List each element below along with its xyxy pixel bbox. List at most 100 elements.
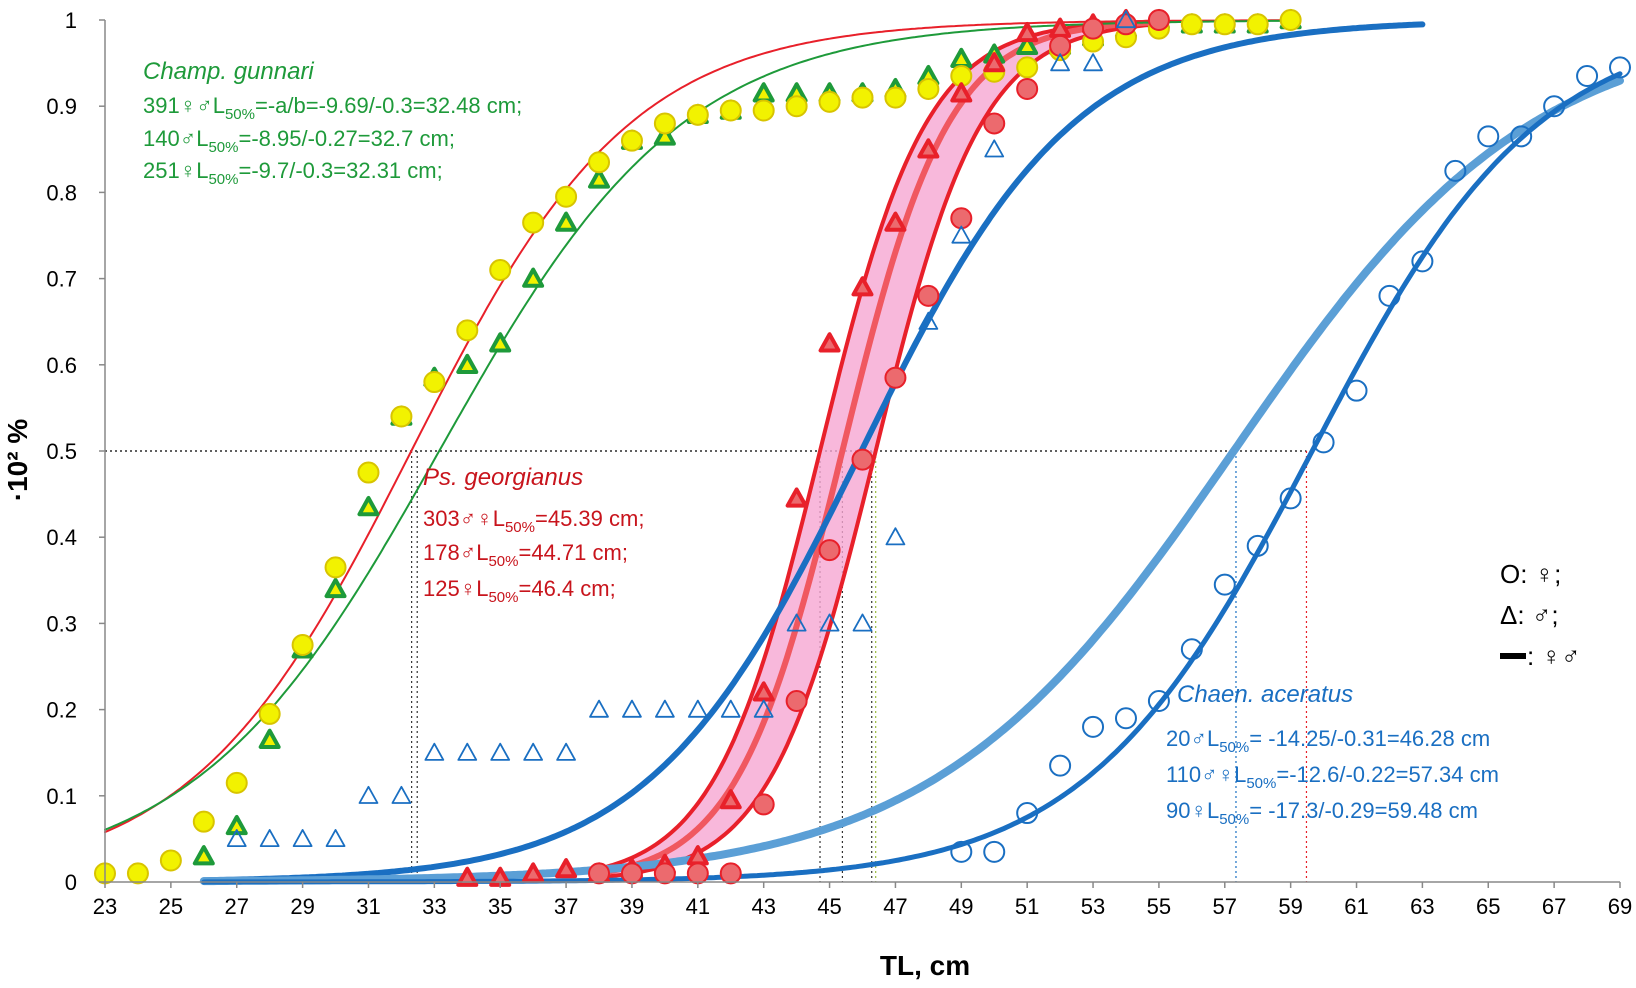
- annotation-line: 90♀L50%= -17.3/-0.29=59.48 cm: [1166, 798, 1478, 828]
- data-point-circle: [917, 284, 940, 307]
- data-point-triangle: [1083, 53, 1103, 72]
- x-tick-label: 23: [93, 894, 117, 919]
- data-point-circle: [1279, 487, 1302, 510]
- data-point-circle: [1016, 802, 1039, 825]
- data-point-triangle: [852, 613, 873, 632]
- data-point-circle: [1510, 125, 1533, 148]
- data-point-triangle: [1016, 34, 1039, 56]
- data-point-triangle: [950, 47, 973, 68]
- x-tick-label: 55: [1147, 894, 1171, 919]
- x-tick-label: 57: [1213, 894, 1237, 919]
- data-point-circle: [126, 862, 149, 885]
- y-tick-label: 0.1: [46, 784, 77, 809]
- data-point-circle: [719, 99, 742, 122]
- x-tick-label: 61: [1344, 894, 1368, 919]
- data-point-circle: [1082, 17, 1105, 40]
- data-point-circle: [1378, 284, 1401, 307]
- data-point-triangle: [719, 789, 742, 810]
- data-point-triangle: [490, 742, 511, 761]
- annotation-line: 140♂L50%=-8.95/-0.27=32.7 cm;: [143, 126, 455, 156]
- data-point-circle: [1114, 707, 1137, 730]
- x-tick-label: 45: [817, 894, 841, 919]
- data-point-circle: [1180, 13, 1203, 36]
- data-point-circle: [324, 556, 347, 579]
- data-point-circle: [1576, 65, 1599, 88]
- x-tick-label: 51: [1015, 894, 1039, 919]
- data-point-triangle: [951, 225, 972, 244]
- data-point-triangle: [819, 613, 840, 632]
- data-point-triangle: [589, 699, 609, 718]
- x-tick-label: 43: [751, 894, 775, 919]
- data-point-circle: [686, 103, 709, 126]
- data-point-triangle: [258, 728, 281, 749]
- data-point-circle: [719, 862, 742, 885]
- data-point-triangle: [622, 699, 642, 718]
- fit-curve: [200, 21, 1426, 884]
- data-point-circle: [390, 405, 413, 428]
- data-point-triangle: [1050, 53, 1071, 72]
- data-point-triangle: [983, 52, 1006, 73]
- data-point-triangle: [523, 742, 544, 761]
- data-point-circle: [588, 862, 611, 885]
- data-point-triangle: [226, 829, 247, 847]
- y-tick-label: 0.8: [46, 180, 77, 205]
- data-point-triangle: [752, 681, 775, 702]
- data-point-triangle: [292, 829, 313, 847]
- data-point-triangle: [225, 814, 248, 836]
- y-tick-label: 0.3: [46, 611, 77, 636]
- x-tick-label: 67: [1542, 894, 1566, 919]
- x-tick-labels: 23 25 27 29 31 33 35 37 39 41 43 45 47 49 51 53 55 57 59 61…: [93, 882, 1632, 919]
- data-point-circle: [1312, 431, 1335, 454]
- fit-curve: [199, 76, 1624, 886]
- data-point-triangle: [456, 866, 479, 887]
- x-tick-label: 35: [488, 894, 512, 919]
- data-point-circle: [1477, 125, 1500, 148]
- data-point-circle: [851, 86, 874, 109]
- data-point-circle: [686, 862, 709, 885]
- data-point-triangle: [259, 829, 280, 847]
- data-point-triangle: [753, 699, 774, 718]
- data-point-circle: [620, 129, 643, 152]
- data-point-circle: [950, 840, 973, 863]
- x-tick-label: 39: [620, 894, 644, 919]
- data-point-circle: [1016, 77, 1039, 100]
- data-point-triangle: [885, 527, 906, 546]
- data-point-circle: [423, 371, 446, 394]
- y-tick-label: 0: [65, 870, 77, 895]
- y-tick-label: 1: [65, 8, 77, 33]
- data-point-circle: [1246, 13, 1269, 36]
- data-point-circle: [884, 366, 907, 389]
- data-point-circle: [785, 95, 808, 118]
- data-point-triangle: [555, 858, 578, 879]
- data-point-circle: [1213, 13, 1236, 36]
- data-point-circle: [983, 840, 1006, 863]
- species-label-champ: Champ. gunnari: [143, 58, 314, 85]
- data-point-circle: [1049, 754, 1072, 777]
- data-point-triangle: [456, 353, 479, 374]
- data-point-triangle: [424, 742, 445, 761]
- data-point-circle: [291, 633, 314, 656]
- data-point-circle: [884, 86, 907, 109]
- data-point-triangle: [654, 699, 675, 718]
- data-point-circle: [555, 185, 578, 208]
- data-point-triangle: [522, 267, 545, 288]
- annotation-line: 125♀L50%=46.4 cm;: [423, 576, 616, 606]
- data-point-triangle: [653, 125, 676, 146]
- legend: O: ♀; Δ: ♂; : ♀♂: [1500, 559, 1580, 671]
- data-point-circle: [1016, 56, 1039, 79]
- annotation-line: 303♂♀L50%=45.39 cm;: [423, 506, 644, 536]
- data-points: [94, 9, 1631, 887]
- data-point-circle: [1246, 534, 1269, 557]
- data-point-circle: [851, 448, 874, 471]
- x-tick-label: 69: [1608, 894, 1632, 919]
- data-point-circle: [489, 258, 512, 281]
- annotation-line: 178♂L50%=44.71 cm;: [423, 540, 628, 570]
- data-point-triangle: [489, 332, 512, 353]
- annotation-line: 20♂L50%= -14.25/-0.31=46.28 cm: [1166, 726, 1490, 756]
- data-point-circle: [1049, 34, 1072, 57]
- data-point-triangle: [786, 613, 807, 632]
- x-tick-label: 59: [1278, 894, 1302, 919]
- data-point-triangle: [324, 577, 347, 599]
- data-point-circle: [1411, 250, 1434, 273]
